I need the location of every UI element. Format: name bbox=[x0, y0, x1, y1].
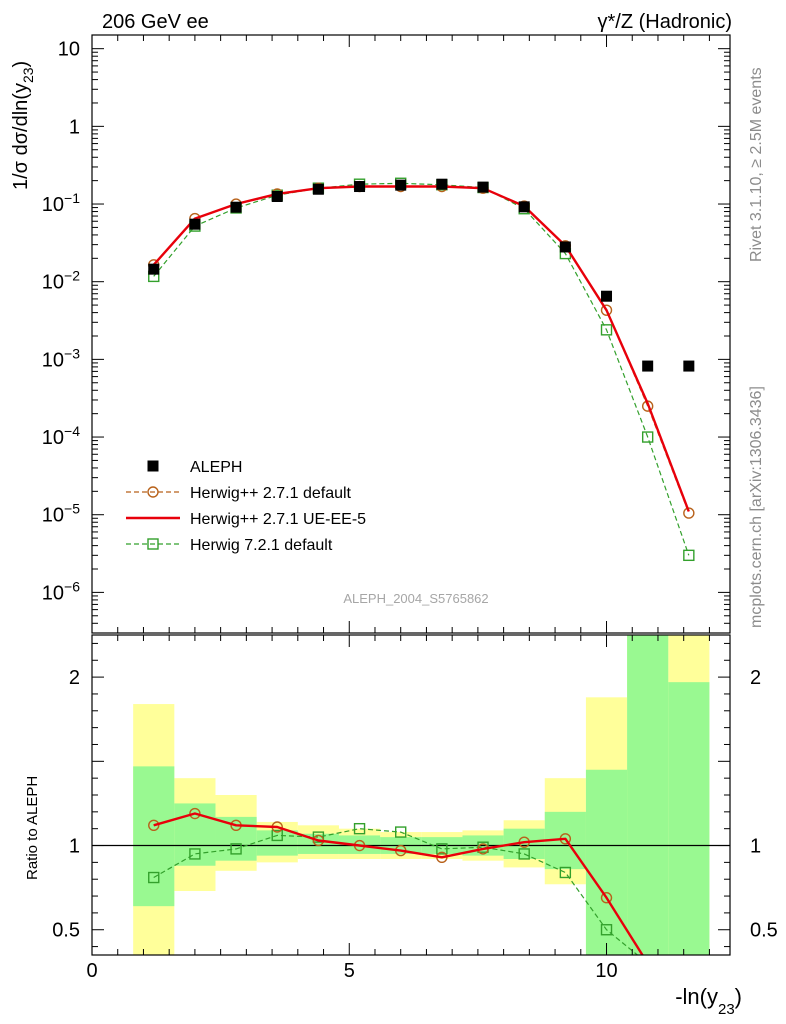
main-data-point bbox=[518, 201, 530, 213]
main-y-tick-label: 10−2 bbox=[42, 268, 80, 294]
legend-entry-label: ALEPH bbox=[190, 459, 242, 476]
ratio-inner-band bbox=[627, 635, 669, 955]
ratio-inner-band bbox=[256, 830, 298, 856]
x-axis-label: -ln(y23) bbox=[675, 984, 742, 1018]
ratio-uncertainty-bands bbox=[92, 635, 730, 955]
main-y-tick-label: 10−5 bbox=[42, 501, 80, 527]
ratio-data-point bbox=[395, 826, 407, 838]
main-data-point bbox=[642, 360, 654, 372]
main-y-tick-label: 1 bbox=[69, 116, 80, 138]
main-series-line bbox=[152, 185, 690, 512]
ratio-data-point bbox=[518, 848, 530, 860]
ratio-inner-band bbox=[297, 833, 339, 854]
ratio-data-point bbox=[189, 807, 201, 820]
main-series bbox=[148, 177, 695, 562]
legend-marker bbox=[147, 460, 159, 472]
main-data-point bbox=[436, 178, 448, 190]
ratio-data-point bbox=[436, 843, 448, 855]
ratio-data-point bbox=[271, 829, 283, 842]
ratio-data-point bbox=[148, 819, 160, 832]
legend-marker bbox=[147, 538, 159, 550]
ratio-y-tick-label-right: 0.5 bbox=[750, 920, 778, 942]
ratio-data-point bbox=[600, 892, 613, 904]
ratio-data-point bbox=[559, 866, 572, 879]
ratio-data-point bbox=[600, 924, 613, 936]
ratio-data-point bbox=[353, 822, 366, 835]
legend-entry-label: Herwig 7.2.1 default bbox=[190, 537, 333, 554]
ratio-x-tick-label: 10 bbox=[595, 960, 617, 982]
ratio-y-tick-label-left: 0.5 bbox=[52, 920, 80, 942]
header-left-label: 206 GeV ee bbox=[102, 11, 209, 33]
main-y-tick-label: 10−3 bbox=[42, 345, 80, 371]
main-y-tick-label: 10−4 bbox=[42, 423, 80, 449]
ratio-data-point bbox=[230, 843, 242, 855]
main-data-point bbox=[683, 507, 695, 519]
ratio-x-tick-label: 0 bbox=[86, 960, 97, 982]
main-data-point bbox=[148, 263, 160, 275]
ratio-data-point bbox=[148, 871, 160, 884]
ratio-x-tick-label: 5 bbox=[344, 960, 355, 982]
ratio-y-tick-label-left: 2 bbox=[69, 667, 80, 689]
ratio-series-line bbox=[153, 812, 644, 955]
main-data-point bbox=[641, 431, 654, 443]
rivet-version-label: Rivet 3.1.10, ≥ 2.5M events bbox=[748, 67, 765, 262]
main-y-tick-label: 10 bbox=[58, 39, 80, 61]
main-series-line bbox=[153, 182, 690, 556]
main-y-tick-label: 10−6 bbox=[42, 578, 80, 604]
main-data-point bbox=[683, 360, 695, 372]
ratio-inner-band bbox=[133, 766, 175, 907]
ratio-inner-band bbox=[668, 682, 710, 955]
main-data-point bbox=[600, 304, 613, 316]
ratio-series-line bbox=[153, 828, 639, 955]
legend-entry-label: Herwig++ 2.7.1 default bbox=[190, 485, 352, 502]
ratio-y-tick-label-right: 1 bbox=[750, 836, 761, 858]
ratio-y-tick-label-left: 1 bbox=[69, 836, 80, 858]
main-data-point bbox=[600, 324, 613, 336]
main-y-tick-label: 10−1 bbox=[42, 190, 80, 216]
axes: 10 1 10−1 10−2 10−3 10−4 10−5 10−6 0 5 10 2 2 1 1 0.5 0.… bbox=[10, 34, 778, 1018]
main-data-point bbox=[271, 190, 283, 202]
legend-marker bbox=[147, 486, 159, 498]
ratio-y-tick-label-right: 2 bbox=[750, 667, 761, 689]
legend-entry-label: Herwig++ 2.7.1 UE-EE-5 bbox=[190, 511, 366, 528]
ratio-data-point bbox=[189, 848, 201, 860]
main-data-point bbox=[683, 549, 695, 562]
analysis-watermark: ALEPH_2004_S5765862 bbox=[343, 591, 488, 606]
ratio-data-point bbox=[312, 831, 325, 843]
mcplots-reference-label: mcplots.cern.ch [arXiv:1306.3436] bbox=[748, 386, 765, 628]
main-data-point bbox=[354, 181, 366, 193]
main-y-axis-label: 1/σ dσ/dln(y23) bbox=[10, 61, 36, 190]
legend: ALEPH Herwig++ 2.7.1 default Herwig++ 2.7.… bbox=[126, 459, 366, 554]
main-data-point bbox=[189, 218, 201, 230]
ratio-y-axis-label: Ratio to ALEPH bbox=[24, 776, 41, 880]
ratio-series bbox=[148, 807, 644, 955]
main-data-point bbox=[395, 179, 407, 191]
main-data-point bbox=[477, 181, 489, 193]
main-data-point bbox=[559, 241, 571, 253]
main-data-point bbox=[230, 201, 242, 213]
main-data-point bbox=[601, 290, 613, 302]
main-plot-frame bbox=[91, 34, 731, 634]
header-right-label: γ*/Z (Hadronic) bbox=[598, 11, 732, 33]
main-data-point bbox=[312, 183, 324, 195]
